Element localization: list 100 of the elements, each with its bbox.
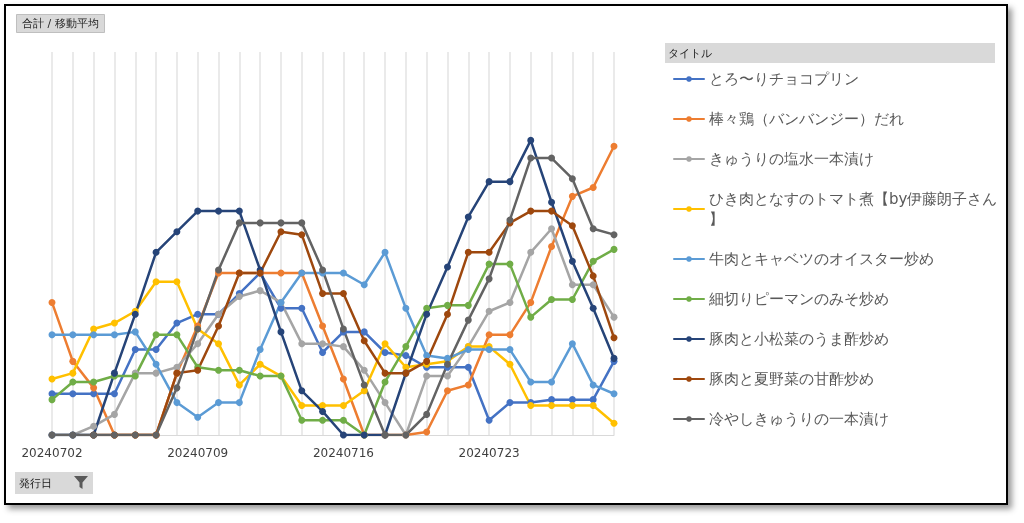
point [69, 378, 77, 386]
legend-label: 細切りピーマンのみそ炒め [708, 290, 889, 308]
point [173, 331, 181, 339]
point [298, 387, 306, 395]
point [485, 275, 493, 283]
point [423, 310, 431, 318]
point [443, 387, 451, 395]
point [360, 328, 368, 336]
point [589, 225, 597, 233]
point [235, 381, 243, 389]
x-axis-title: 発行日 [19, 476, 52, 489]
point [423, 351, 431, 359]
legend-title: タイトル [668, 46, 712, 59]
point [506, 346, 514, 354]
point [423, 372, 431, 380]
point [527, 248, 535, 256]
point [402, 351, 410, 359]
point [152, 278, 160, 286]
point [423, 304, 431, 312]
point [110, 331, 118, 339]
point [152, 360, 160, 368]
point [194, 310, 202, 318]
point [527, 136, 535, 144]
point [131, 328, 139, 336]
point [568, 396, 576, 404]
point [485, 331, 493, 339]
point [527, 154, 535, 162]
point [464, 363, 472, 371]
point [443, 310, 451, 318]
legend-label: きゅうりの塩水一本漬け [709, 150, 874, 168]
point [298, 219, 306, 227]
point [610, 419, 618, 427]
point [464, 301, 472, 309]
point [360, 337, 368, 345]
point [131, 346, 139, 354]
point [298, 340, 306, 348]
point [360, 281, 368, 289]
point [589, 184, 597, 192]
point [215, 366, 223, 374]
point [235, 399, 243, 407]
point [610, 245, 618, 253]
point [548, 242, 556, 250]
point [173, 399, 181, 407]
point [277, 228, 285, 236]
point [568, 402, 576, 410]
point [402, 304, 410, 312]
point [527, 298, 535, 306]
point [464, 248, 472, 256]
point [548, 154, 556, 162]
point [48, 396, 56, 404]
point [589, 281, 597, 289]
point [360, 387, 368, 395]
point [589, 402, 597, 410]
point [527, 378, 535, 386]
point [256, 219, 264, 227]
point [215, 207, 223, 215]
point [506, 399, 514, 407]
point [443, 263, 451, 271]
point [381, 340, 389, 348]
point [610, 231, 618, 239]
point [360, 366, 368, 374]
point [319, 416, 327, 424]
point [110, 390, 118, 398]
point [443, 301, 451, 309]
legend-label: 冷やしきゅうりの一本漬け [709, 410, 889, 428]
point [256, 287, 264, 295]
legend-label: とろ〜りチョコプリン [709, 70, 859, 88]
point [48, 331, 56, 339]
point [215, 322, 223, 330]
point [568, 295, 576, 303]
point [506, 360, 514, 368]
point [360, 381, 368, 389]
point [110, 410, 118, 418]
point [381, 248, 389, 256]
point [235, 207, 243, 215]
point [298, 231, 306, 239]
point [152, 331, 160, 339]
point [423, 428, 431, 436]
point [589, 257, 597, 265]
point [589, 381, 597, 389]
point [152, 346, 160, 354]
point [235, 219, 243, 227]
point [485, 307, 493, 315]
point [548, 207, 556, 215]
point [339, 431, 347, 439]
point [464, 213, 472, 221]
point [610, 334, 618, 342]
point [568, 281, 576, 289]
point [319, 407, 327, 415]
point [506, 331, 514, 339]
legend-label: 豚肉と小松菜のうま酢炒め [709, 330, 889, 348]
point [402, 343, 410, 351]
legend-label: 棒々鶏（バンバンジー）だれ [709, 110, 904, 128]
x-tick-label: 20240702 [21, 446, 83, 460]
point [319, 322, 327, 330]
point [69, 390, 77, 398]
point [548, 402, 556, 410]
point [90, 331, 98, 339]
point [485, 416, 493, 424]
point [423, 410, 431, 418]
